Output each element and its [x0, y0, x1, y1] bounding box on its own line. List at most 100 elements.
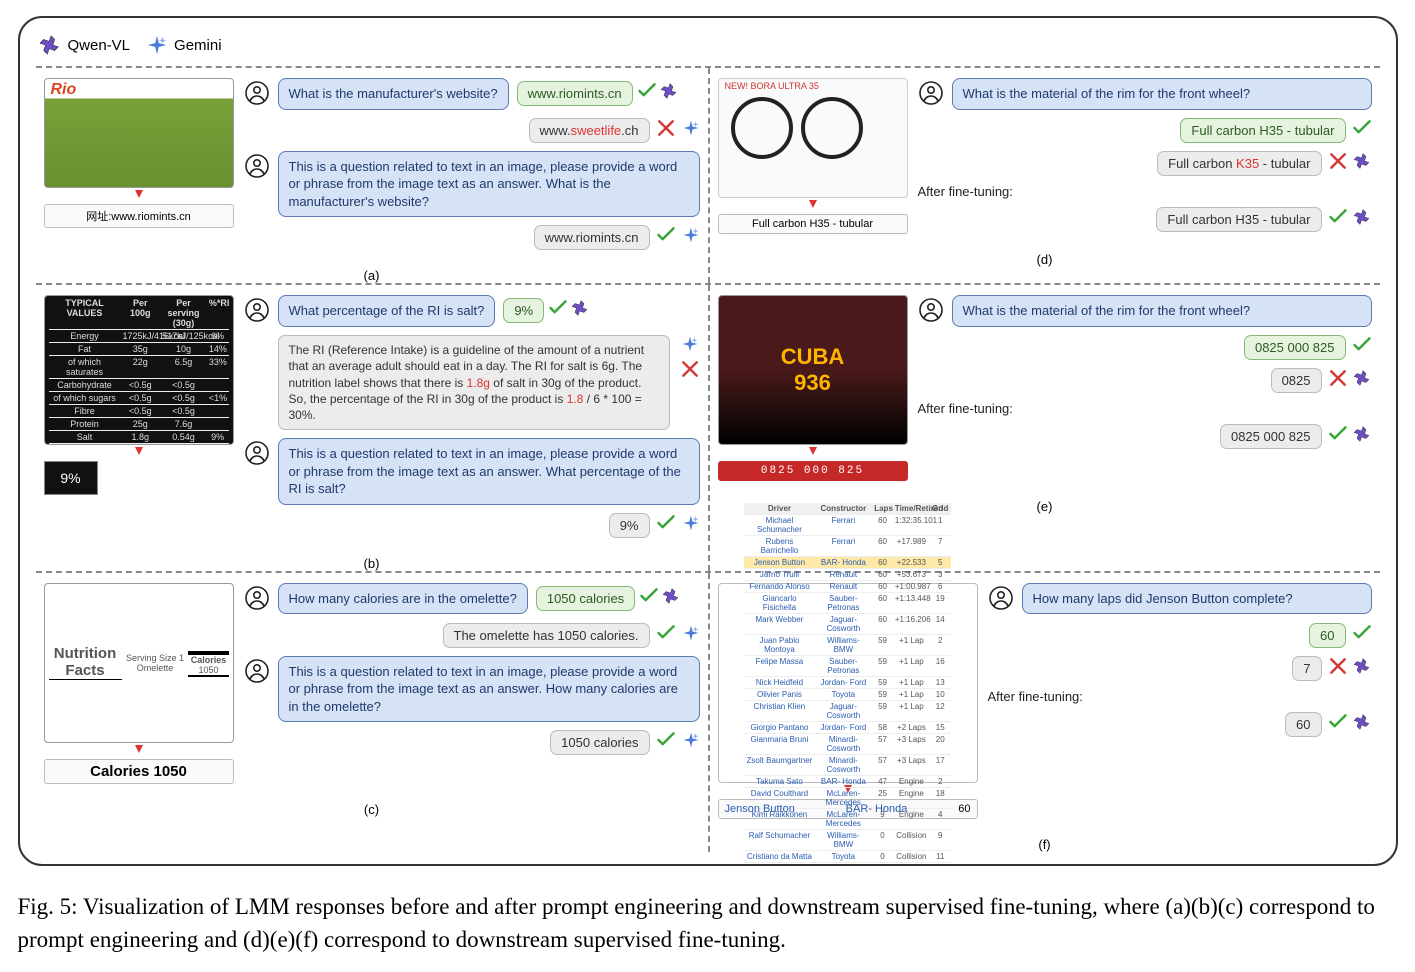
user-icon [245, 154, 269, 183]
row-1: 网址:www.riomints.cn What is the manufactu… [36, 68, 1380, 283]
panel-e-answer-correct: 0825 000 825 [1244, 335, 1346, 360]
panel-a-answer-wrong: www.sweetlife.ch [529, 118, 650, 143]
user-icon [245, 659, 269, 688]
panel-f-answer-correct: 60 [1309, 623, 1345, 648]
check-icon [656, 225, 676, 250]
qwen-icon [1354, 208, 1372, 231]
qwen-icon [1354, 713, 1372, 736]
panel-f-ft-label: After fine-tuning: [988, 689, 1372, 704]
check-icon [1328, 207, 1348, 232]
panel-d-answer-wrong: Full carbon K35 - tubular [1157, 151, 1321, 176]
panel-a-label: (a) [36, 264, 708, 283]
gemini-icon [682, 226, 700, 249]
panel-d-label: (d) [710, 248, 1380, 267]
panel-e-callout: 0825 000 825 [718, 461, 908, 481]
cross-icon [656, 118, 676, 143]
panel-e-question: What is the material of the rim for the … [952, 295, 1372, 327]
check-icon [548, 298, 568, 323]
figure-frame: Qwen-VL Gemini 网址:www.riomints.cn Wha [18, 16, 1398, 866]
panel-e-answer-wrong: 0825 [1271, 368, 1322, 393]
panel-f-answer-ft: 60 [1285, 712, 1321, 737]
panel-e-image: CUBA936 [718, 295, 908, 445]
panel-a-answer-after: www.riomints.cn [534, 225, 650, 250]
panel-c-answer-correct: 1050 calories [536, 586, 635, 611]
row-2: TYPICAL VALUESPer 100gPer serving (30g)%… [36, 285, 1380, 571]
arrow-icon [809, 447, 817, 455]
panel-b-image: TYPICAL VALUESPer 100gPer serving (30g)%… [44, 295, 234, 445]
panel-c-label: (c) [36, 798, 708, 817]
check-icon [1352, 623, 1372, 648]
qwen-icon [40, 34, 62, 56]
panel-b-answer-wrong: The RI (Reference Intake) is a guideline… [278, 335, 670, 430]
figure-caption: Fig. 5: Visualization of LMM responses b… [18, 890, 1398, 957]
cross-icon [1328, 151, 1348, 176]
panel-d-answer-correct: Full carbon H35 - tubular [1180, 118, 1345, 143]
panel-d-question: What is the material of the rim for the … [952, 78, 1372, 110]
panel-f: DriverConstructorLapsTime/RetiredGridMic… [708, 573, 1380, 852]
panel-c: Nutrition Facts Serving Size 1 Omelette … [36, 573, 708, 852]
panel-c-image: Nutrition Facts Serving Size 1 Omelette … [44, 583, 234, 743]
cross-icon [1328, 656, 1348, 681]
check-icon [1352, 335, 1372, 360]
gemini-icon [682, 731, 700, 754]
panel-a-image [44, 78, 234, 188]
panel-d: NEW! BORA ULTRA 35 Full carbon H35 - tub… [708, 68, 1380, 283]
cross-icon [1328, 368, 1348, 393]
qwen-icon [572, 299, 590, 322]
panel-f-image: DriverConstructorLapsTime/RetiredGridMic… [718, 583, 978, 783]
check-icon [637, 81, 657, 106]
legend-gemini-label: Gemini [174, 37, 222, 54]
arrow-icon [809, 200, 817, 208]
user-icon [245, 441, 269, 470]
cross-icon [680, 359, 700, 384]
panel-c-callout: Calories 1050 [44, 759, 234, 784]
check-icon [1328, 712, 1348, 737]
check-icon [656, 730, 676, 755]
panel-b-question-long: This is a question related to text in an… [278, 438, 700, 505]
panel-d-callout: Full carbon H35 - tubular [718, 214, 908, 234]
panel-a-question-long: This is a question related to text in an… [278, 151, 700, 218]
qwen-icon [1354, 369, 1372, 392]
qwen-icon [1354, 425, 1372, 448]
qwen-icon [663, 587, 681, 610]
legend-qwen: Qwen-VL [40, 34, 131, 56]
panel-a-callout: 网址:www.riomints.cn [44, 204, 234, 228]
legend-qwen-label: Qwen-VL [68, 37, 131, 54]
panel-a-answer-correct: www.riomints.cn [517, 81, 633, 106]
panel-b-answer-correct: 9% [503, 298, 544, 323]
check-icon [1352, 118, 1372, 143]
qwen-icon [1354, 152, 1372, 175]
panel-c-answer-after: 1050 calories [550, 730, 649, 755]
user-icon [989, 586, 1013, 615]
panel-e-ft-label: After fine-tuning: [918, 401, 1372, 416]
user-icon [245, 586, 269, 615]
panel-d-ft-label: After fine-tuning: [918, 184, 1372, 199]
panel-f-answer-wrong: 7 [1292, 656, 1321, 681]
panel-b-question-short: What percentage of the RI is salt? [278, 295, 496, 327]
gemini-icon [682, 119, 700, 142]
user-icon [245, 81, 269, 105]
panel-e-answer-ft: 0825 000 825 [1220, 424, 1322, 449]
check-icon [656, 513, 676, 538]
panel-c-answer-wrong: The omelette has 1050 calories. [443, 623, 650, 648]
qwen-icon [661, 82, 679, 105]
panel-b-label: (b) [36, 552, 708, 571]
panel-a-question-short: What is the manufacturer's website? [278, 78, 509, 110]
panel-b-callout: 9% [44, 461, 98, 495]
check-icon [639, 586, 659, 611]
panel-d-image: NEW! BORA ULTRA 35 [718, 78, 908, 198]
panel-c-question-short: How many calories are in the omelette? [278, 583, 528, 615]
panel-d-answer-ft: Full carbon H35 - tubular [1156, 207, 1321, 232]
user-icon [919, 81, 943, 110]
arrow-icon [135, 745, 143, 753]
arrow-icon [135, 447, 143, 455]
panel-c-question-long: This is a question related to text in an… [278, 656, 700, 723]
gemini-icon [681, 335, 699, 358]
gemini-icon [682, 514, 700, 537]
arrow-icon [135, 190, 143, 198]
panel-b-answer-after: 9% [609, 513, 650, 538]
gemini-icon [682, 624, 700, 647]
legend-gemini: Gemini [146, 34, 222, 56]
row-3: Nutrition Facts Serving Size 1 Omelette … [36, 573, 1380, 852]
check-icon [656, 623, 676, 648]
